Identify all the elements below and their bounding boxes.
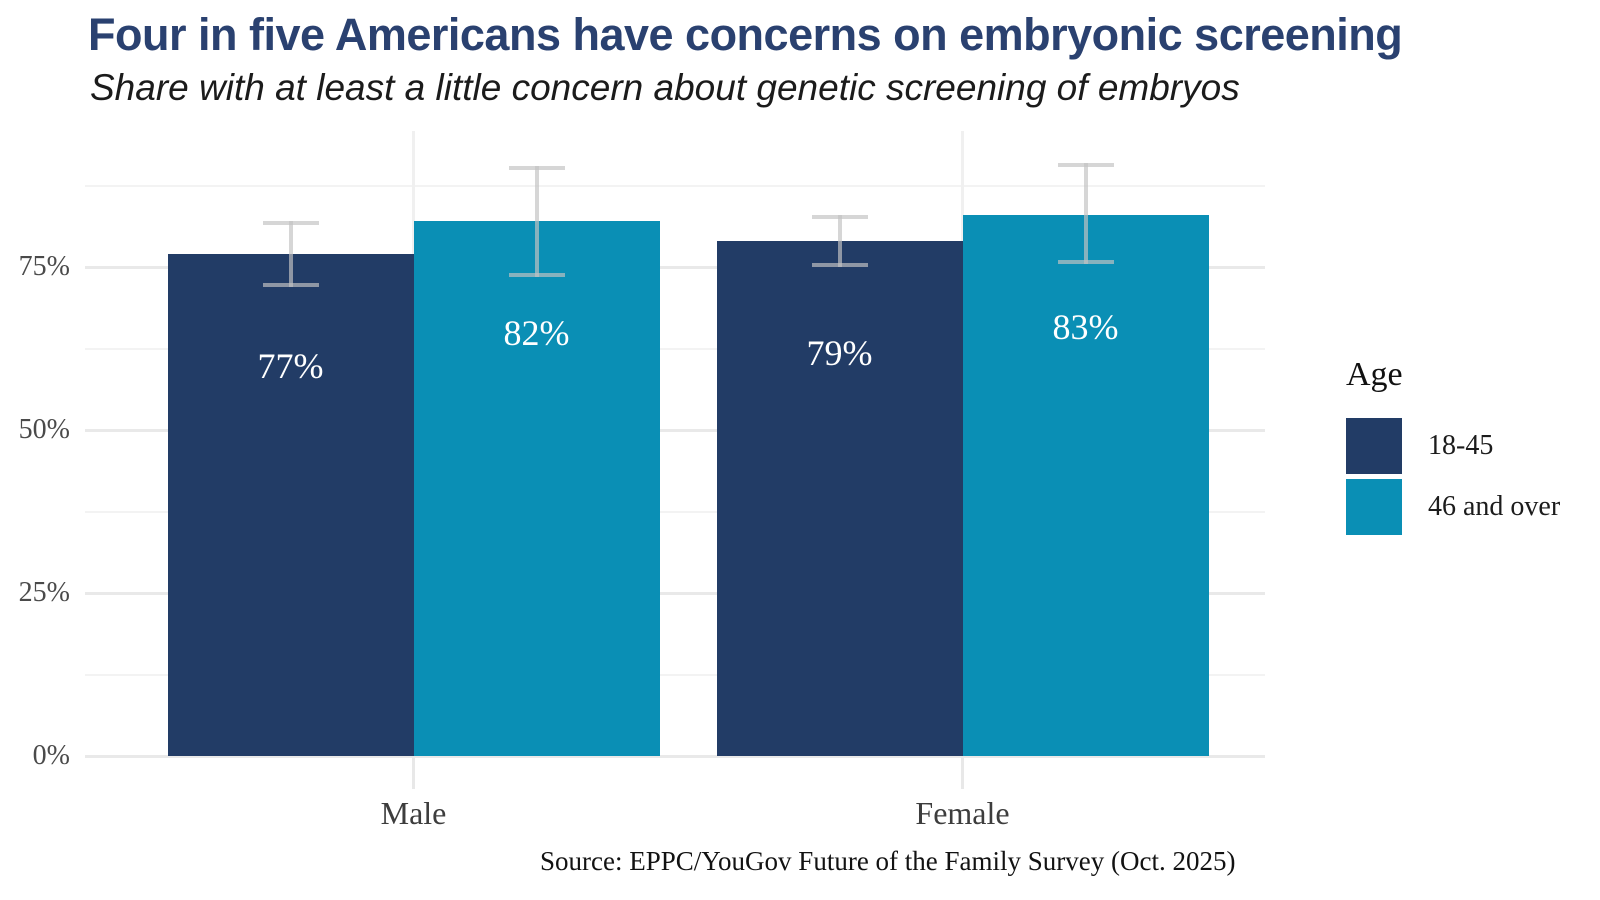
y-axis-label: 25% xyxy=(18,577,70,608)
bar-male-46 and over xyxy=(413,221,660,756)
legend-item-label: 46 and over xyxy=(1428,491,1561,522)
error-bar-cap-bottom xyxy=(811,262,868,267)
bar-chart-plot-area: 77% 79% 82% 83% xyxy=(85,131,1265,758)
gridline-major xyxy=(85,265,1265,269)
x-axis-label: Male xyxy=(380,795,447,831)
chart-subtitle: Share with at least a little concern abo… xyxy=(90,67,1240,108)
legend-swatch-46-and-over xyxy=(1346,479,1402,535)
legend-items: 18-45 46 and over xyxy=(1346,418,1560,535)
legend-item: 46 and over xyxy=(1346,479,1560,535)
error-bar xyxy=(262,221,319,287)
gridline-minor xyxy=(85,673,1265,676)
x-axis-tick xyxy=(961,756,964,789)
gridline-major xyxy=(85,591,1265,595)
legend-title: Age xyxy=(1346,356,1403,393)
bar-female-18-45 xyxy=(716,240,963,756)
error-bar xyxy=(1057,162,1114,264)
gridline-minor xyxy=(85,184,1265,187)
bar-value-label: 79% xyxy=(806,332,873,373)
bar-value-label: 82% xyxy=(503,313,570,354)
legend-item: 18-45 xyxy=(1346,418,1560,474)
error-bar-cap-top xyxy=(1057,162,1114,167)
gridline-major xyxy=(85,754,1265,758)
legend-swatch-18-45 xyxy=(1346,418,1402,474)
x-axis-label: Female xyxy=(915,795,1010,831)
error-bar xyxy=(508,165,565,277)
error-bar-cap-bottom xyxy=(262,282,319,287)
error-bar-cap-top xyxy=(811,214,868,219)
error-bar-stem xyxy=(288,221,293,287)
error-bar xyxy=(811,214,868,267)
error-bar-stem xyxy=(1083,162,1088,264)
source-note: Source: EPPC/YouGov Future of the Family… xyxy=(540,846,1236,876)
error-bar-cap-bottom xyxy=(508,272,565,277)
error-bar-cap-bottom xyxy=(1057,259,1114,264)
gridline-minor xyxy=(85,510,1265,513)
bar-value-label: 83% xyxy=(1052,306,1119,347)
gridline-minor xyxy=(85,347,1265,350)
bar-female-46 and over xyxy=(962,214,1209,756)
gridline-major xyxy=(85,428,1265,432)
legend: Age 18-45 46 and over xyxy=(1346,356,1560,540)
chart-title: Four in five Americans have concerns on … xyxy=(88,9,1403,60)
y-axis-label: 75% xyxy=(18,251,70,282)
error-bar-cap-top xyxy=(508,165,565,170)
error-bar-cap-top xyxy=(262,221,319,226)
y-axis-label: 50% xyxy=(18,414,70,445)
error-bar-stem xyxy=(837,214,842,267)
x-axis-tick xyxy=(412,756,415,789)
bar-value-label: 77% xyxy=(257,345,324,386)
legend-item-label: 18-45 xyxy=(1428,430,1494,461)
y-axis-label: 0% xyxy=(32,740,70,771)
error-bar-stem xyxy=(534,165,539,277)
bar-male-18-45 xyxy=(167,253,414,756)
